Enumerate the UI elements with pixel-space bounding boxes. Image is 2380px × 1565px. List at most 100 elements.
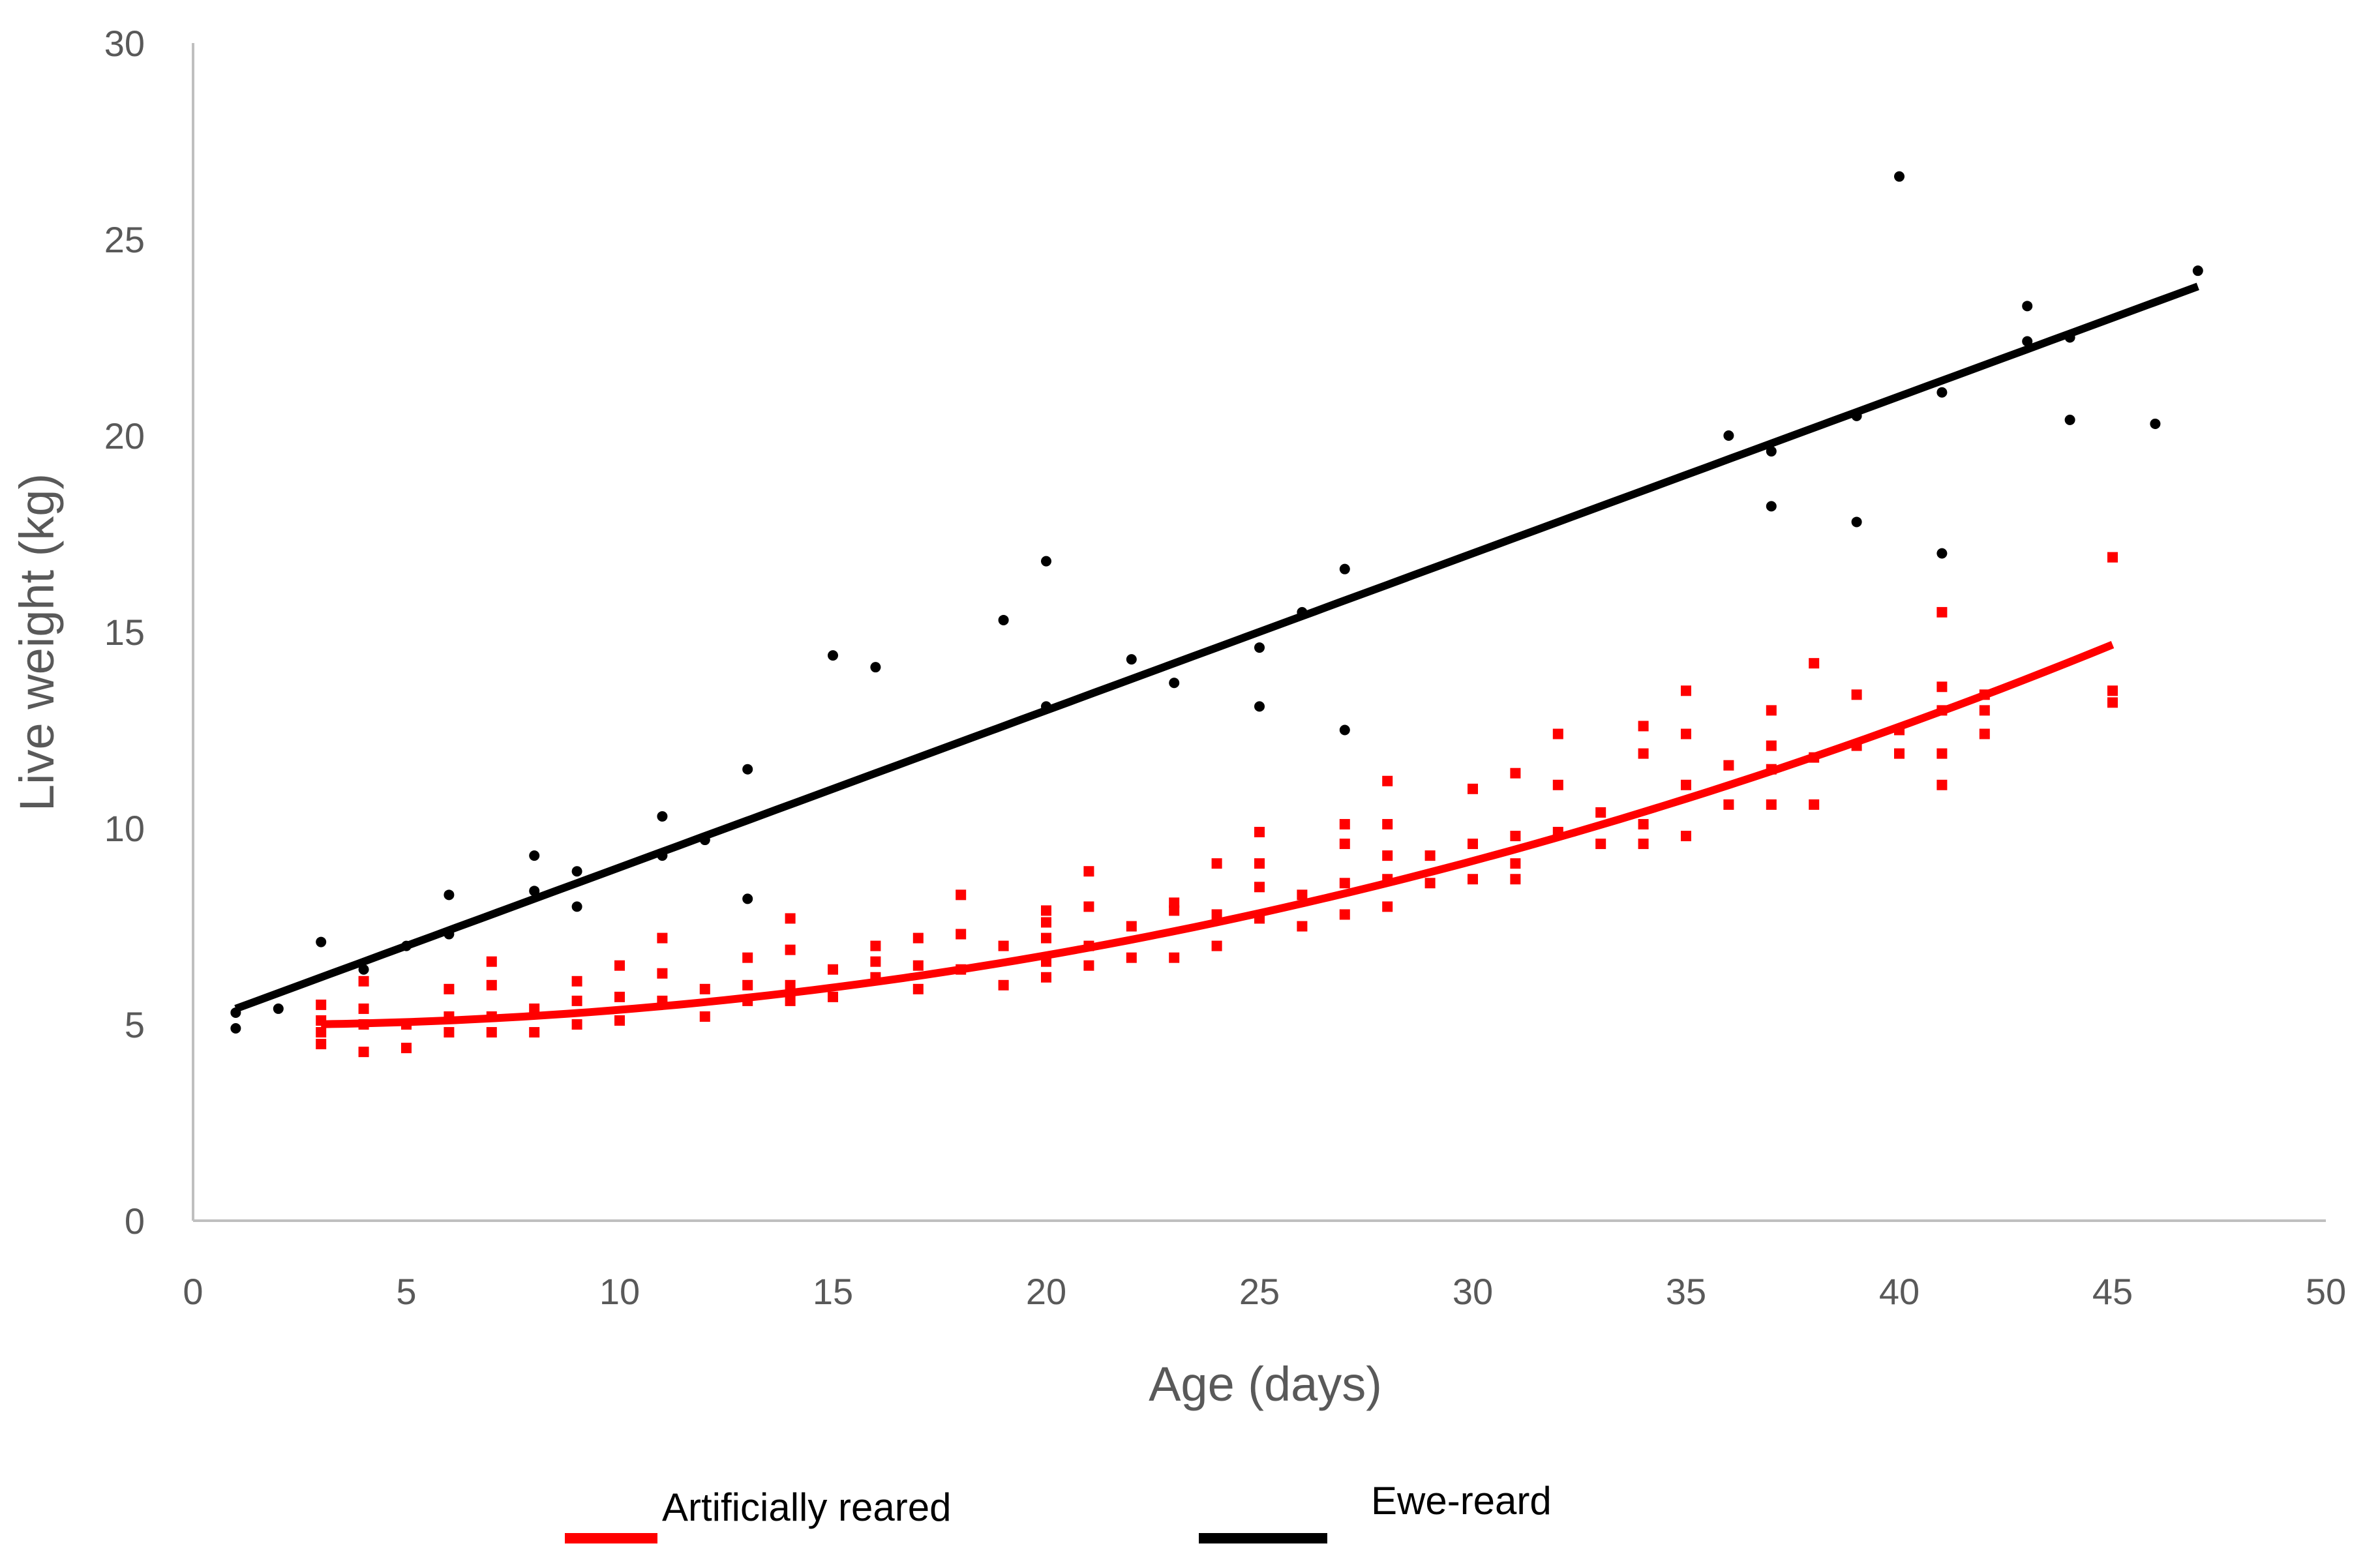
point-ewe-reard <box>1766 446 1777 457</box>
point-artificially-reared <box>571 976 582 987</box>
legend-label-artificially-reared: Artificially reared <box>662 1485 951 1529</box>
point-ewe-reard <box>1894 171 1905 182</box>
point-artificially-reared <box>1382 818 1393 829</box>
point-artificially-reared <box>1766 799 1777 810</box>
point-artificially-reared <box>1510 874 1521 885</box>
x-tick-label: 15 <box>813 1271 853 1312</box>
point-artificially-reared <box>912 983 924 994</box>
point-ewe-reard <box>1851 516 1862 528</box>
point-artificially-reared <box>1681 728 1691 739</box>
point-artificially-reared <box>316 1015 327 1026</box>
point-artificially-reared <box>444 983 455 994</box>
point-artificially-reared <box>870 972 881 983</box>
y-tick-label: 30 <box>104 23 145 64</box>
point-ewe-reard <box>2064 414 2075 425</box>
point-artificially-reared <box>1254 882 1265 893</box>
point-ewe-reard <box>529 886 540 897</box>
point-artificially-reared <box>1339 839 1350 850</box>
point-artificially-reared <box>1382 901 1393 912</box>
legend-label-ewe-reard: Ewe-reard <box>1371 1479 1552 1523</box>
point-artificially-reared <box>1766 705 1777 716</box>
point-artificially-reared <box>1638 818 1649 829</box>
point-artificially-reared <box>486 1027 497 1038</box>
x-tick-label: 35 <box>1666 1271 1706 1312</box>
point-artificially-reared <box>785 944 796 955</box>
point-ewe-reard <box>1297 606 1308 618</box>
point-ewe-reard <box>828 650 838 661</box>
point-artificially-reared <box>2107 552 2118 563</box>
point-artificially-reared <box>956 929 967 940</box>
x-tick-label: 45 <box>2092 1271 2133 1312</box>
point-artificially-reared <box>1339 909 1350 920</box>
point-ewe-reard <box>358 964 369 975</box>
point-artificially-reared <box>486 979 497 991</box>
x-tick-label: 5 <box>396 1271 416 1312</box>
legend: Artificially reared Ewe-reard <box>565 1479 1552 1543</box>
point-artificially-reared <box>1424 850 1436 861</box>
point-artificially-reared <box>1638 839 1649 850</box>
point-artificially-reared <box>742 952 753 963</box>
y-tick-label: 20 <box>104 415 145 456</box>
point-artificially-reared <box>316 1027 327 1038</box>
point-artificially-reared <box>1894 748 1905 759</box>
point-artificially-reared <box>401 1019 412 1030</box>
point-artificially-reared <box>1552 779 1563 790</box>
point-ewe-reard <box>571 866 582 877</box>
point-artificially-reared <box>1041 905 1051 916</box>
point-artificially-reared <box>828 964 838 975</box>
point-artificially-reared <box>1936 748 1948 759</box>
point-ewe-reard <box>230 1023 241 1034</box>
y-tick-label: 5 <box>125 1004 145 1045</box>
point-artificially-reared <box>1083 866 1094 877</box>
point-ewe-reard <box>1723 430 1734 441</box>
point-artificially-reared <box>1723 760 1734 771</box>
point-artificially-reared <box>1510 858 1521 869</box>
x-tick-label: 25 <box>1239 1271 1280 1312</box>
point-artificially-reared <box>571 1019 582 1030</box>
y-axis-title: Live weight (kg) <box>10 473 64 811</box>
point-artificially-reared <box>1638 721 1649 732</box>
point-artificially-reared <box>1297 889 1308 901</box>
y-tick-label: 0 <box>125 1200 145 1242</box>
point-artificially-reared <box>1809 658 1820 669</box>
point-artificially-reared <box>1638 748 1649 759</box>
point-artificially-reared <box>1809 752 1820 763</box>
point-ewe-reard <box>529 850 540 861</box>
point-artificially-reared <box>1979 689 1990 700</box>
point-ewe-reard <box>657 811 668 822</box>
point-artificially-reared <box>1211 858 1222 869</box>
point-artificially-reared <box>1169 905 1180 916</box>
point-artificially-reared <box>1083 940 1094 951</box>
point-artificially-reared <box>1126 921 1137 932</box>
point-artificially-reared <box>699 1011 710 1022</box>
point-artificially-reared <box>1211 909 1222 920</box>
point-artificially-reared <box>742 979 753 991</box>
point-artificially-reared <box>785 995 796 1006</box>
point-ewe-reard <box>571 901 582 912</box>
point-ewe-reard <box>2022 301 2033 312</box>
x-tick-label: 0 <box>183 1271 203 1312</box>
point-artificially-reared <box>1595 839 1606 850</box>
point-artificially-reared <box>742 995 753 1006</box>
point-artificially-reared <box>1211 940 1222 951</box>
point-ewe-reard <box>742 893 753 904</box>
point-artificially-reared <box>1681 779 1691 790</box>
point-artificially-reared <box>1083 901 1094 912</box>
point-ewe-reard <box>2150 418 2161 429</box>
point-artificially-reared <box>1254 827 1265 838</box>
point-ewe-reard <box>1339 563 1350 574</box>
point-ewe-reard <box>444 889 455 901</box>
point-ewe-reard <box>1851 410 1862 421</box>
point-artificially-reared <box>785 913 796 924</box>
point-artificially-reared <box>316 1039 327 1050</box>
point-ewe-reard <box>870 662 881 673</box>
point-ewe-reard <box>273 1003 284 1014</box>
point-artificially-reared <box>614 960 625 971</box>
trend-line-ewe-reard <box>234 282 2199 1013</box>
data-points <box>230 171 2203 1058</box>
point-artificially-reared <box>358 1003 369 1014</box>
point-artificially-reared <box>1723 799 1734 810</box>
point-artificially-reared <box>444 1027 455 1038</box>
point-artificially-reared <box>657 932 668 944</box>
x-tick-label: 10 <box>599 1271 640 1312</box>
